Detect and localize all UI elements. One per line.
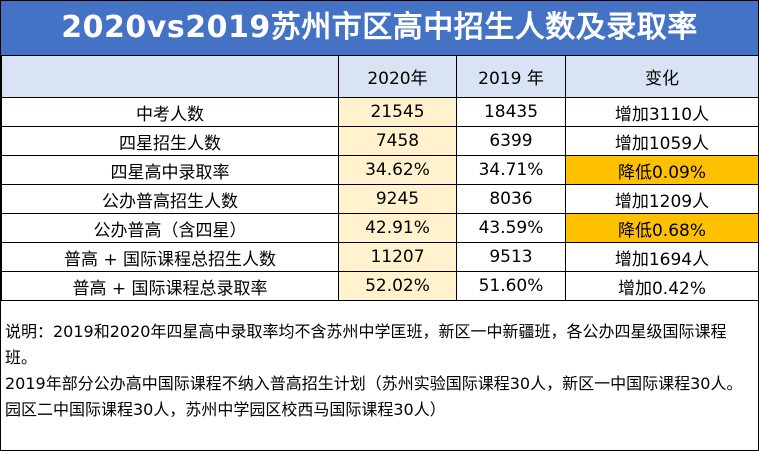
- change-cell: 降低0.09%: [565, 155, 759, 185]
- row-label-cell: 普高 + 国际课程总招生人数: [1, 242, 339, 272]
- row-label-cell: 四星招生人数: [1, 126, 339, 156]
- header-cell-label: [1, 55, 339, 98]
- row-label-cell: 中考人数: [1, 97, 339, 127]
- table-row: 公办普高（含四星） 42.91% 43.59% 降低0.68%: [1, 213, 759, 243]
- row-label-cell: 普高 + 国际课程总录取率: [1, 271, 339, 301]
- change-cell: 增加0.42%: [565, 271, 759, 301]
- table-row: 普高 + 国际课程总录取率 52.02% 51.60% 增加0.42%: [1, 271, 759, 301]
- value-2019-cell: 43.59%: [456, 213, 566, 243]
- value-2019-cell: 9513: [456, 242, 566, 272]
- value-2020-cell: 7458: [338, 126, 457, 156]
- row-label-cell: 四星高中录取率: [1, 155, 339, 185]
- value-2020-cell: 9245: [338, 184, 457, 214]
- table-row: 公办普高招生人数 9245 8036 增加1209人: [1, 184, 759, 214]
- table-row: 中考人数 21545 18435 增加3110人: [1, 97, 759, 127]
- value-2020-cell: 21545: [338, 97, 457, 127]
- change-cell: 降低0.68%: [565, 213, 759, 243]
- value-2020-cell: 42.91%: [338, 213, 457, 243]
- header-row: 2020年 2019 年 变化: [1, 55, 759, 98]
- value-2019-cell: 34.71%: [456, 155, 566, 185]
- value-2019-cell: 6399: [456, 126, 566, 156]
- note-line: 说明：2019和2020年四星高中录取率均不含苏州中学匡班，新区一中新疆班，各公…: [5, 322, 727, 367]
- header-cell-2020: 2020年: [338, 55, 457, 98]
- change-cell: 增加1059人: [565, 126, 759, 156]
- table-row: 四星招生人数 7458 6399 增加1059人: [1, 126, 759, 156]
- value-2019-cell: 51.60%: [456, 271, 566, 301]
- row-label-cell: 公办普高（含四星）: [1, 213, 339, 243]
- value-2020-cell: 11207: [338, 242, 457, 272]
- value-2020-cell: 52.02%: [338, 271, 457, 301]
- row-label-cell: 公办普高招生人数: [1, 184, 339, 214]
- header-cell-change: 变化: [565, 55, 759, 98]
- admission-table: 2020年 2019 年 变化 中考人数 21545 18435 增加3110人 四星招…: [1, 55, 759, 301]
- change-cell: 增加1209人: [565, 184, 759, 214]
- value-2019-cell: 18435: [456, 97, 566, 127]
- table-row: 普高 + 国际课程总招生人数 11207 9513 增加1694人: [1, 242, 759, 272]
- table-row: 四星高中录取率 34.62% 34.71% 降低0.09%: [1, 155, 759, 185]
- change-cell: 增加3110人: [565, 97, 759, 127]
- value-2020-cell: 34.62%: [338, 155, 457, 185]
- value-2019-cell: 8036: [456, 184, 566, 214]
- header-cell-2019: 2019 年: [456, 55, 566, 98]
- page-title: 2020vs2019苏州市区高中招生人数及录取率: [1, 1, 758, 55]
- note-line: 2019年部分公办高中国际课程不纳入普高招生计划（苏州实验国际课程30人，新区一…: [5, 374, 743, 419]
- change-cell: 增加1694人: [565, 242, 759, 272]
- notes: 说明：2019和2020年四星高中录取率均不含苏州中学匡班，新区一中新疆班，各公…: [5, 319, 755, 423]
